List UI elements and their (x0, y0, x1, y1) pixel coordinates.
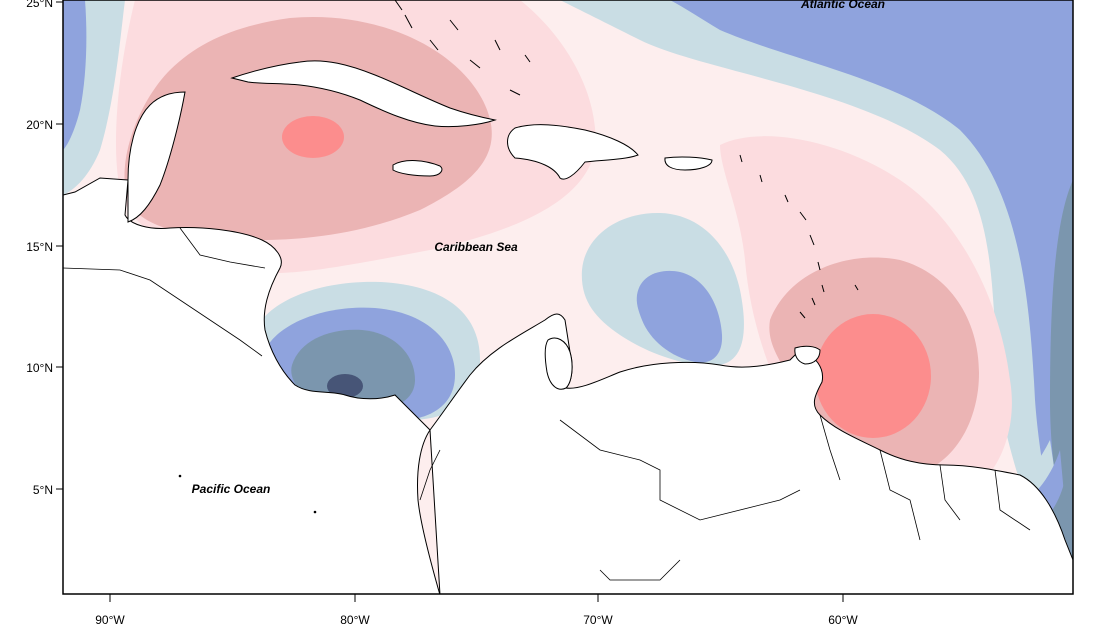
contour-jamaica-strong-positive (282, 116, 344, 158)
y-tick-label: 25°N (26, 0, 53, 10)
lesser-antilles (739, 154, 859, 319)
x-axis: 90°W 80°W 70°W 60°W (95, 594, 858, 627)
contour-atlantic-faint-negative (560, 0, 1073, 594)
contour-trinidad-strong-positive (815, 314, 931, 438)
contour-venezuela-negative (636, 270, 723, 363)
trinidad-island (794, 345, 821, 365)
contour-field (63, 0, 1073, 594)
bahamas-islands (394, 0, 531, 96)
y-axis: 25°N 20°N 15°N 10°N 5°N (26, 0, 63, 497)
country-borders (63, 227, 1031, 581)
landmasses (63, 0, 1073, 594)
caribbean-sea-label: Caribbean Sea (434, 240, 518, 254)
pacific-ocean-label: Pacific Ocean (192, 482, 271, 496)
y-tick-label: 15°N (26, 240, 53, 254)
contour-west-negative (63, 0, 87, 150)
malpelo-island-dot (313, 510, 317, 514)
x-tick-label: 60°W (828, 613, 858, 627)
contour-atlantic-negative (670, 0, 1073, 594)
x-tick-label: 80°W (340, 613, 370, 627)
y-tick-label: 10°N (26, 361, 53, 375)
x-tick-label: 90°W (95, 613, 125, 627)
map-frame (62, 0, 1074, 595)
hispaniola-island (507, 124, 639, 180)
contour-panama-very-strong-negative (327, 374, 363, 398)
central-america-land (63, 177, 441, 594)
paraguana-peninsula (544, 337, 573, 390)
jamaica-island (392, 160, 443, 177)
puerto-rico-island (664, 156, 713, 171)
cuba-island (230, 60, 497, 128)
atlantic-ocean-label: Atlantic Ocean (800, 0, 885, 11)
cocos-island-dot (178, 474, 182, 478)
y-tick-label: 20°N (26, 118, 53, 132)
yucatan-land (127, 91, 186, 223)
x-tick-label: 70°W (583, 613, 613, 627)
contour-panama-strong-negative (291, 329, 415, 410)
y-tick-label: 5°N (33, 483, 53, 497)
south-america-land (429, 313, 1073, 594)
